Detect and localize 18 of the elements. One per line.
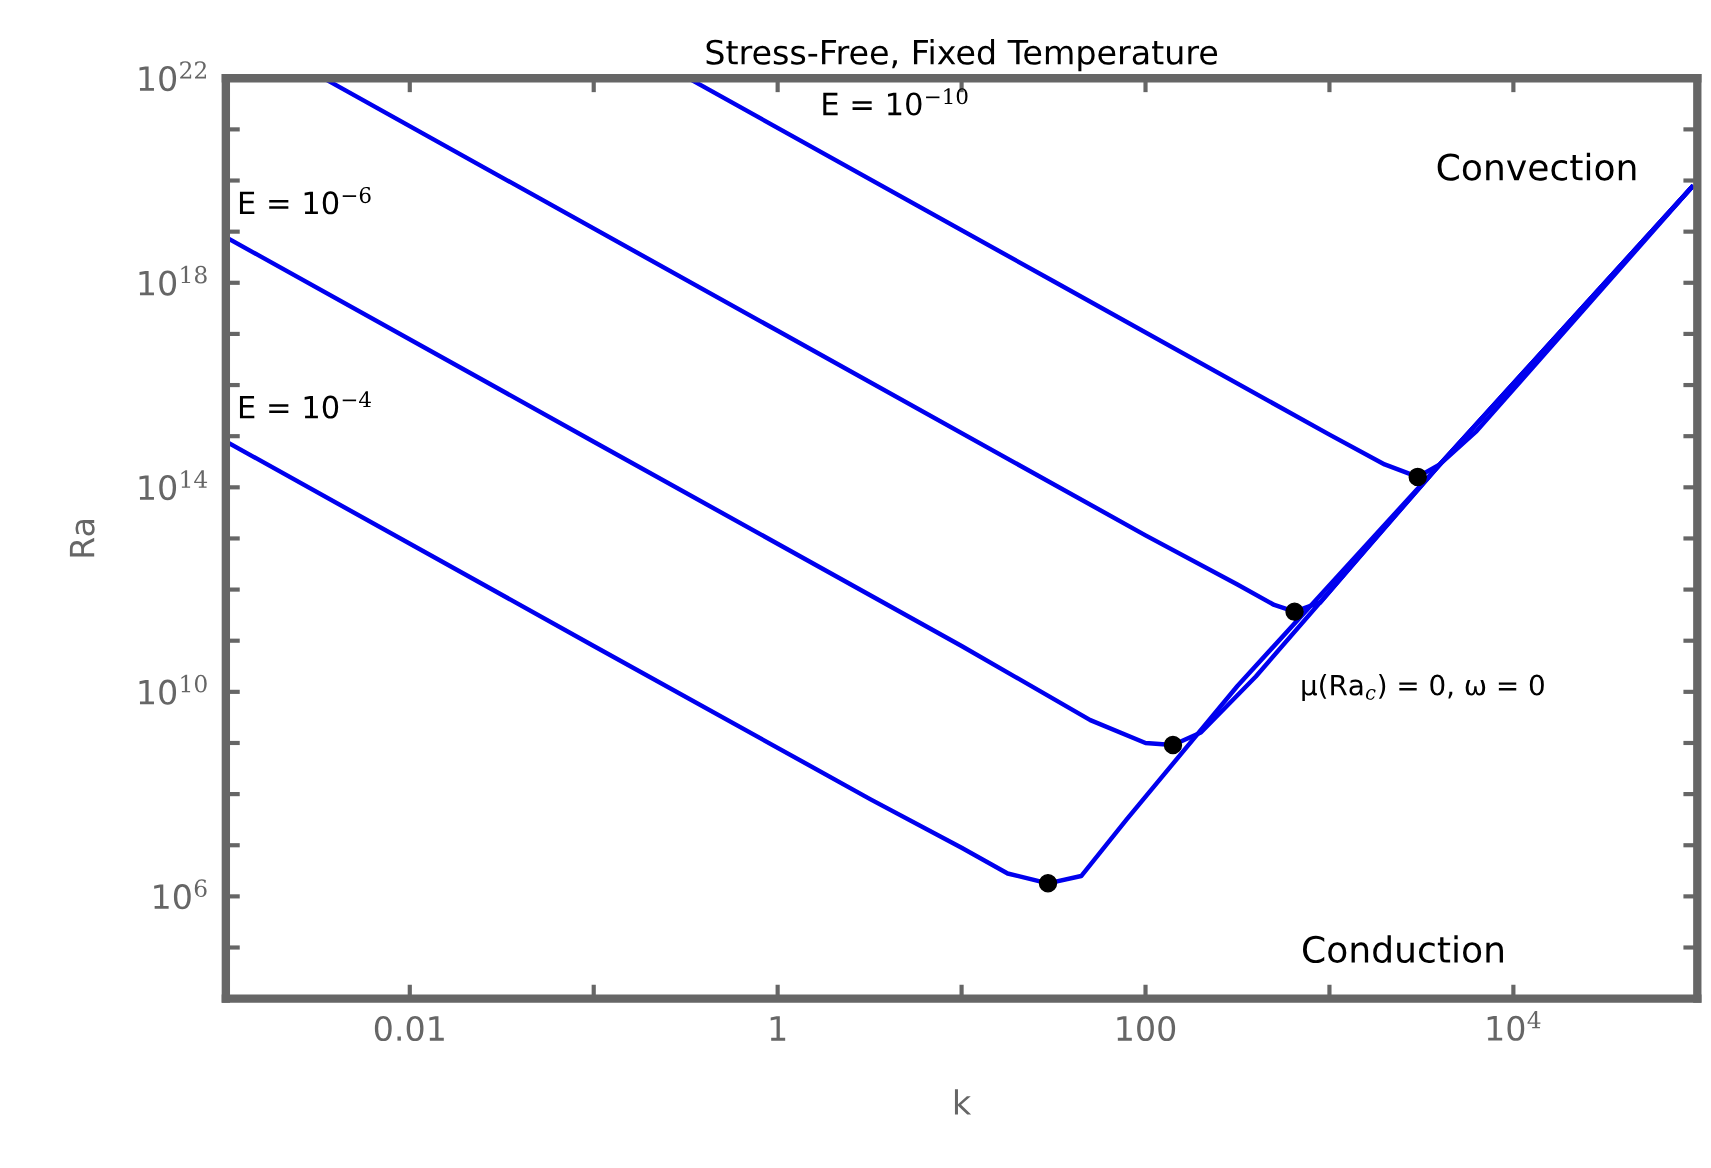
x-tick-label: 0.01 (374, 1015, 444, 1042)
chart-title: Stress-Free, Fixed Temperature (706, 39, 1218, 72)
series-label: E = 10$^{−4}$ (239, 391, 371, 419)
series-label: E = 10$^{−6}$ (239, 186, 371, 215)
annotation: μ(Ra$_{c}$) = 0, ω = 0 (1302, 674, 1544, 701)
y-tick-label: 10$^{14}$ (139, 470, 208, 501)
y-tick-label: 10$^{22}$ (139, 61, 206, 92)
series-label: E = 10$^{−10}$ (823, 88, 968, 116)
x-axis-title: k (954, 1089, 972, 1115)
annotation: Convection (1437, 152, 1636, 181)
y-axis-title: Ra (69, 520, 95, 557)
y-tick-label: 10$^{10}$ (139, 674, 207, 705)
annotation: Conduction (1303, 935, 1503, 964)
x-tick-label: 10$^{4}$ (1487, 1010, 1541, 1041)
y-tick-label: 10$^{18}$ (139, 265, 207, 296)
x-tick-label: 1 (770, 1016, 786, 1041)
x-tick-label: 100 (1117, 1015, 1176, 1042)
y-tick-label: 10$^{6}$ (154, 879, 207, 910)
